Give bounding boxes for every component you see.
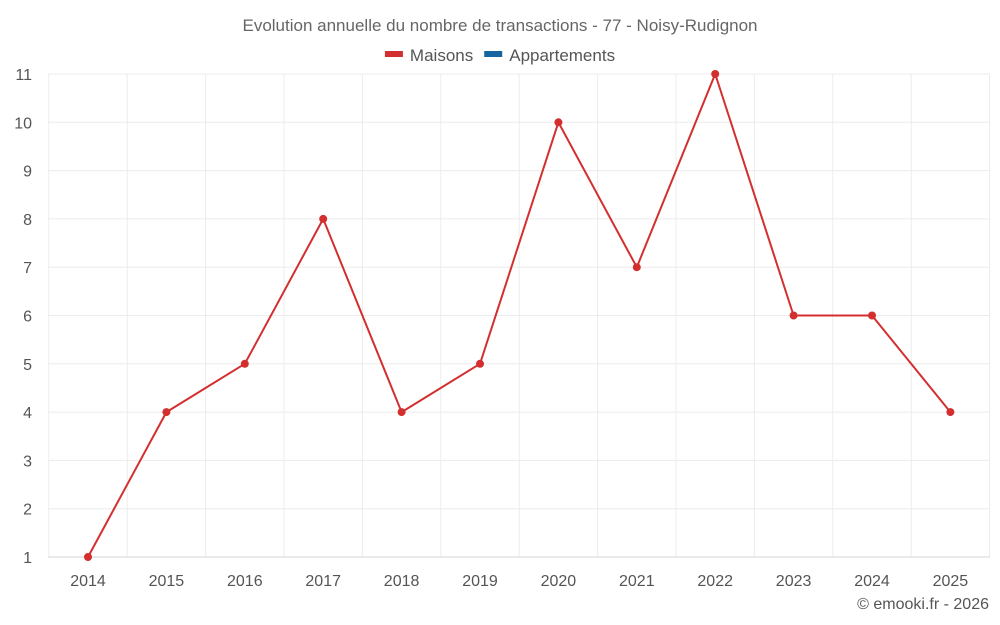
x-tick-label: 2022	[697, 573, 733, 590]
chart-title: Evolution annuelle du nombre de transact…	[242, 16, 757, 35]
credit-text: © emooki.fr - 2026	[857, 596, 989, 613]
data-point[interactable]	[946, 408, 955, 417]
legend-swatch	[484, 51, 503, 57]
legend-swatch	[384, 51, 403, 57]
data-point[interactable]	[162, 408, 171, 417]
x-tick-label: 2025	[933, 573, 969, 590]
legend: Maisons Appartements	[384, 46, 615, 65]
series-line-maisons	[87, 73, 952, 558]
y-tick-label: 9	[23, 164, 32, 181]
y-tick-label: 5	[23, 357, 32, 374]
legend-label: Appartements	[509, 46, 615, 65]
y-tick-label: 10	[14, 115, 32, 132]
y-tick-label: 1	[23, 550, 32, 567]
y-tick-label: 2	[23, 502, 32, 519]
x-tick-label: 2018	[384, 573, 420, 590]
data-point[interactable]	[632, 263, 641, 272]
data-point[interactable]	[397, 408, 406, 417]
x-tick-label: 2016	[227, 573, 263, 590]
x-tick-label: 2021	[619, 573, 655, 590]
data-point[interactable]	[554, 118, 563, 127]
y-tick-label: 7	[23, 260, 32, 277]
x-tick-label: 2024	[854, 573, 890, 590]
x-grid	[48, 74, 991, 557]
y-tick-label: 3	[23, 453, 32, 470]
series-maisons	[84, 70, 955, 561]
y-tick-label: 8	[23, 212, 32, 229]
data-point[interactable]	[868, 311, 876, 320]
x-tick-label: 2023	[776, 573, 812, 590]
legend-label: Maisons	[410, 46, 473, 65]
y-axis: 1 2 3 4 5 6 7 8 9 10 11	[14, 67, 32, 567]
data-point[interactable]	[789, 311, 798, 320]
data-point[interactable]	[476, 359, 484, 368]
y-tick-label: 11	[15, 67, 32, 84]
x-tick-label: 2014	[70, 573, 106, 590]
data-point[interactable]	[319, 214, 328, 223]
y-tick-label: 4	[23, 405, 32, 422]
y-tick-label: 6	[23, 309, 32, 326]
x-tick-label: 2020	[541, 573, 577, 590]
x-tick-label: 2017	[305, 573, 341, 590]
data-point[interactable]	[84, 553, 92, 561]
legend-item-appartements[interactable]: Appartements	[484, 46, 615, 65]
plot-area	[84, 70, 955, 561]
x-axis: 2014 2015 2016 2017 2018 2019 2020 2021 2022 2023…	[70, 573, 968, 590]
x-tick-label: 2019	[462, 573, 498, 590]
data-point[interactable]	[711, 70, 720, 78]
legend-item-maisons[interactable]: Maisons	[384, 46, 473, 65]
data-point[interactable]	[240, 359, 249, 368]
x-tick-label: 2015	[149, 573, 185, 590]
